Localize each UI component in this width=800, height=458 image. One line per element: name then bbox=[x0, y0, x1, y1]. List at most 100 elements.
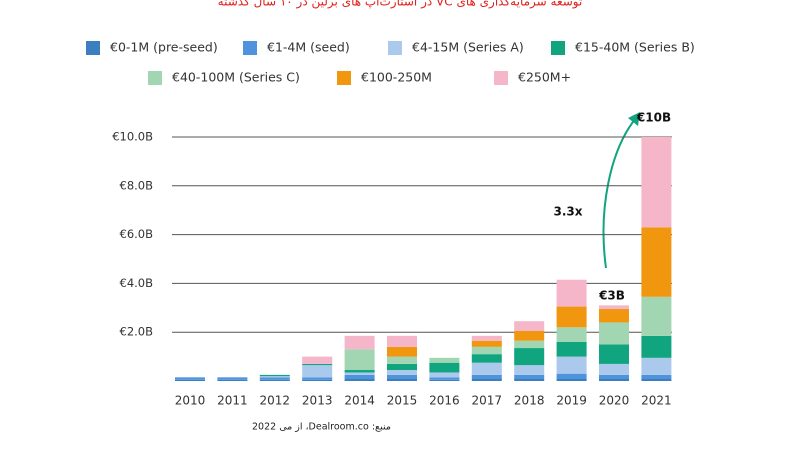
bar-segment bbox=[556, 306, 587, 328]
bar-segment bbox=[175, 377, 205, 380]
bar-segment bbox=[599, 309, 629, 323]
bar-segment bbox=[471, 346, 502, 355]
bar-segment bbox=[556, 327, 587, 342]
legend-swatch bbox=[494, 71, 508, 85]
x-tick-label: 2015 bbox=[387, 394, 418, 408]
source-note: منبع: Dealroom.co، از می 2022 bbox=[252, 422, 391, 433]
x-tick-label: 2017 bbox=[472, 394, 503, 408]
bar-segment bbox=[514, 365, 545, 375]
bar-segment bbox=[556, 378, 587, 381]
legend-label: €1-4M (seed) bbox=[267, 40, 350, 55]
bar-segment bbox=[556, 279, 587, 307]
bar-segment bbox=[471, 354, 502, 363]
annotation: 3.3x bbox=[554, 205, 583, 219]
legend-label: €0-1M (pre-seed) bbox=[110, 40, 218, 55]
bar-segment bbox=[514, 321, 545, 331]
legend-swatch bbox=[551, 41, 565, 55]
bar-segment bbox=[641, 137, 672, 228]
bar-segment bbox=[641, 374, 672, 379]
bar-segment bbox=[387, 356, 417, 364]
bar-segment bbox=[429, 379, 460, 381]
bar-segment bbox=[514, 374, 545, 379]
bar-segment bbox=[259, 376, 290, 378]
bar-segment bbox=[175, 379, 205, 381]
arrow-head bbox=[628, 112, 640, 126]
legend-label: €15-40M (Series B) bbox=[575, 40, 695, 55]
legend-swatch bbox=[388, 41, 402, 55]
y-tick-label: €6.0B bbox=[120, 227, 154, 241]
bar-segment bbox=[471, 340, 502, 347]
bar-segment bbox=[514, 378, 545, 381]
bar-segment bbox=[259, 374, 290, 377]
x-tick-label: 2014 bbox=[344, 394, 375, 408]
chart-title: توسعه سرمایه‌گذاری های VC در استارت‌آپ ه… bbox=[218, 0, 583, 10]
bar-segment bbox=[344, 378, 375, 381]
bar-segment bbox=[641, 296, 672, 336]
annotation: €3B bbox=[598, 289, 625, 303]
y-tick-label: €8.0B bbox=[120, 178, 154, 192]
x-tick-label: 2010 bbox=[175, 394, 206, 408]
legend-label: €4-15M (Series A) bbox=[412, 40, 524, 55]
bar-segment bbox=[514, 348, 545, 366]
bar-segment bbox=[514, 330, 545, 341]
bar-segment bbox=[471, 362, 502, 375]
x-tick-label: 2012 bbox=[260, 394, 291, 408]
growth-arrow bbox=[602, 117, 637, 269]
bar-segment bbox=[556, 356, 587, 374]
bar-segment bbox=[302, 363, 333, 366]
bar-segment bbox=[641, 335, 672, 358]
bar-segment bbox=[302, 379, 333, 381]
bar-segment bbox=[471, 374, 502, 379]
annotation: €10B bbox=[636, 111, 671, 125]
bar-segment bbox=[429, 362, 460, 373]
x-tick-label: 2011 bbox=[217, 394, 248, 408]
bar-segment bbox=[387, 378, 417, 381]
y-tick-label: €10.0B bbox=[112, 130, 153, 144]
bar-segment bbox=[641, 357, 672, 375]
bar-segment bbox=[344, 374, 375, 379]
x-tick-label: 2018 bbox=[514, 394, 545, 408]
bar-segment bbox=[344, 335, 375, 350]
x-tick-label: 2013 bbox=[302, 394, 333, 408]
legend-swatch bbox=[148, 71, 162, 85]
bar-segment bbox=[387, 374, 417, 379]
x-tick-label: 2016 bbox=[429, 394, 460, 408]
bar-segment bbox=[259, 377, 290, 380]
bar-segment bbox=[387, 346, 417, 357]
bar-segment bbox=[429, 357, 460, 363]
y-tick-label: €4.0B bbox=[120, 276, 154, 290]
bar-segment bbox=[302, 365, 333, 378]
bar-segment bbox=[641, 227, 672, 297]
x-tick-label: 2020 bbox=[599, 394, 630, 408]
x-tick-label: 2021 bbox=[641, 394, 672, 408]
bar-segment bbox=[599, 363, 629, 375]
legend-swatch bbox=[337, 71, 351, 85]
bar-segment bbox=[556, 341, 587, 357]
legend-label: €100-250M bbox=[361, 70, 432, 85]
bar-segment bbox=[259, 379, 290, 381]
legend-swatch bbox=[243, 41, 257, 55]
bar-segment bbox=[429, 372, 460, 378]
legend-label: €250M+ bbox=[518, 70, 571, 85]
bar-segment bbox=[599, 344, 629, 364]
legend-label: €40-100M (Series C) bbox=[172, 70, 300, 85]
bar-segment bbox=[471, 378, 502, 381]
y-tick-label: €2.0B bbox=[120, 325, 154, 339]
x-tick-label: 2019 bbox=[556, 394, 587, 408]
bar-segment bbox=[302, 377, 333, 380]
bar-segment bbox=[387, 335, 417, 347]
legend-swatch bbox=[86, 41, 100, 55]
bar-segment bbox=[429, 377, 460, 380]
bar-segment bbox=[599, 374, 629, 379]
bar-segment bbox=[387, 363, 417, 371]
bar-segment bbox=[344, 349, 375, 371]
bar-segment bbox=[344, 370, 375, 373]
bar-segment bbox=[599, 322, 629, 345]
bar-segment bbox=[599, 378, 629, 381]
bar-segment bbox=[514, 340, 545, 349]
bar-segment bbox=[556, 373, 587, 379]
bar-segment bbox=[387, 370, 417, 375]
bar-segment bbox=[217, 377, 248, 380]
bar-segment bbox=[599, 305, 629, 310]
